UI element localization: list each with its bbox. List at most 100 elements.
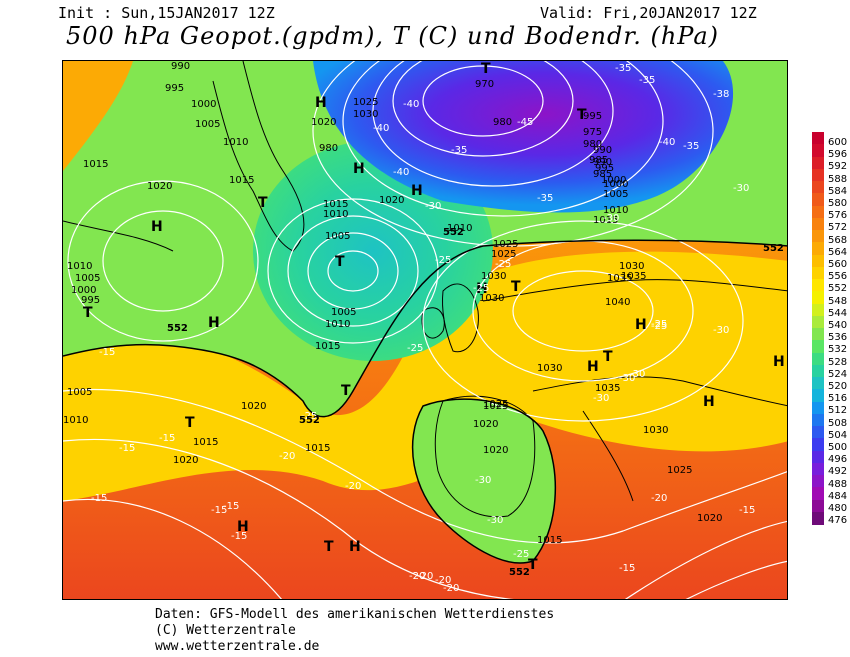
- canada-coast: [63, 220, 174, 252]
- pressure-label: 1015: [83, 159, 108, 170]
- temp-label: -25: [407, 343, 423, 354]
- temp-label: -25: [651, 319, 667, 330]
- pressure-label: 995: [595, 163, 614, 174]
- low-marker: T: [511, 279, 521, 295]
- pressure-label: 1020: [241, 401, 266, 412]
- colorbar-label: 476: [828, 515, 848, 527]
- pressure-label: 1015: [229, 175, 254, 186]
- colorbar-swatch: [812, 266, 824, 280]
- colorbar-swatch: [812, 450, 824, 464]
- isobar: [63, 388, 787, 544]
- europe-south-coast: [532, 376, 787, 407]
- low-marker: T: [83, 305, 93, 321]
- colorbar-swatch: [812, 156, 824, 170]
- pressure-label: 1010: [447, 223, 472, 234]
- colorbar-label: 512: [828, 405, 848, 417]
- pressure-label: 990: [593, 145, 612, 156]
- colorbar-swatch: [812, 217, 824, 231]
- temp-label: -30: [619, 373, 635, 384]
- pressure-label: 1030: [619, 261, 644, 272]
- isobar: [267, 198, 439, 344]
- colorbar-swatch: [812, 389, 824, 402]
- temp-label: -38: [713, 89, 729, 100]
- colorbar-swatch: [812, 193, 824, 206]
- pressure-label: 1030: [643, 425, 668, 436]
- yellow-band: [63, 251, 787, 501]
- colorbar-label: 524: [828, 368, 848, 380]
- weather-map-canvas: H H H H H H H H H H H H T T T T T T T T …: [63, 61, 787, 599]
- high-marker: H: [703, 394, 715, 410]
- scandinavia-coast: [482, 279, 787, 302]
- isobar: [63, 498, 283, 599]
- pressure-label: 1005: [603, 189, 628, 200]
- pressure-label: 1015: [537, 535, 562, 546]
- temp-label: -30: [475, 475, 491, 486]
- colorbar-swatch: [812, 315, 824, 329]
- pressure-label: 980: [583, 139, 602, 150]
- colorbar-label: 496: [828, 454, 848, 466]
- pressure-label: 1015: [593, 215, 618, 226]
- colorbar-swatch: [812, 291, 824, 304]
- temp-label: -25: [473, 283, 489, 294]
- isobar: [422, 220, 744, 422]
- geopot-label: 552: [443, 227, 464, 238]
- temp-label: -40: [373, 123, 389, 134]
- pressure-label: 1005: [67, 387, 92, 398]
- pressure-label: 1040: [605, 297, 630, 308]
- temp-label: -25: [435, 255, 451, 266]
- colorbar-swatch: [812, 364, 824, 378]
- iberia-coast: [434, 395, 536, 518]
- colorbar-label: 576: [828, 210, 848, 222]
- temp-label: -35: [639, 75, 655, 86]
- pressure-label: 1030: [353, 109, 378, 120]
- colorbar-swatch: [812, 230, 824, 243]
- colorbar-label: 588: [828, 173, 848, 185]
- temp-label: -25: [301, 411, 317, 422]
- pressure-label: 1030: [479, 293, 504, 304]
- geopot-label: 552: [299, 415, 320, 426]
- isobar: [422, 65, 544, 137]
- pressure-label: 985: [593, 169, 612, 180]
- pressure-label: 1020: [147, 181, 172, 192]
- colorbar-label: 564: [828, 246, 848, 258]
- colorbar-label: 544: [828, 307, 848, 319]
- pressure-label: 1015: [305, 443, 330, 454]
- pressure-label: 1000: [601, 175, 626, 186]
- footer-source: Daten: GFS-Modell des amerikanischen Wet…: [155, 607, 555, 622]
- isobar: [342, 61, 664, 217]
- temp-label: -25: [651, 321, 667, 332]
- temp-label: -15: [211, 505, 227, 516]
- temp-label: -35: [683, 141, 699, 152]
- colorbar-swatch: [812, 279, 824, 292]
- colorbar-swatch: [812, 499, 824, 513]
- colorbar-label: 528: [828, 356, 848, 368]
- pressure-label: 1025: [493, 239, 518, 250]
- temp-label: -15: [119, 443, 135, 454]
- temp-label: -15: [739, 505, 755, 516]
- isobar: [312, 61, 714, 247]
- colorbar-label: 568: [828, 234, 848, 246]
- pressure-label: 1005: [325, 231, 350, 242]
- isobar: [372, 61, 614, 187]
- pressure-label: 1025: [483, 401, 508, 412]
- pressure-label: 980: [493, 117, 512, 128]
- pressure-label: 1030: [537, 363, 562, 374]
- colorbar-label: 484: [828, 490, 848, 502]
- pressure-label: 1015: [193, 437, 218, 448]
- pressure-label: 1010: [323, 209, 348, 220]
- temp-label: -30: [629, 369, 645, 380]
- colorbar-swatch: [812, 413, 824, 427]
- britain-coast: [442, 283, 479, 353]
- pressure-label: 985: [589, 155, 608, 166]
- colorbar-swatch: [812, 401, 824, 415]
- colorbar-swatch: [812, 511, 824, 525]
- geopot-label: 552: [509, 567, 530, 578]
- temp-label: -20: [279, 451, 295, 462]
- arctic-low-shading: [313, 61, 734, 213]
- pressure-label: 1010: [325, 319, 350, 330]
- colorbar-label: 504: [828, 429, 848, 441]
- high-marker: H: [349, 539, 361, 555]
- colorbar-label: 592: [828, 161, 848, 173]
- pressure-label: 1020: [173, 455, 198, 466]
- colorbar-label: 488: [828, 478, 848, 490]
